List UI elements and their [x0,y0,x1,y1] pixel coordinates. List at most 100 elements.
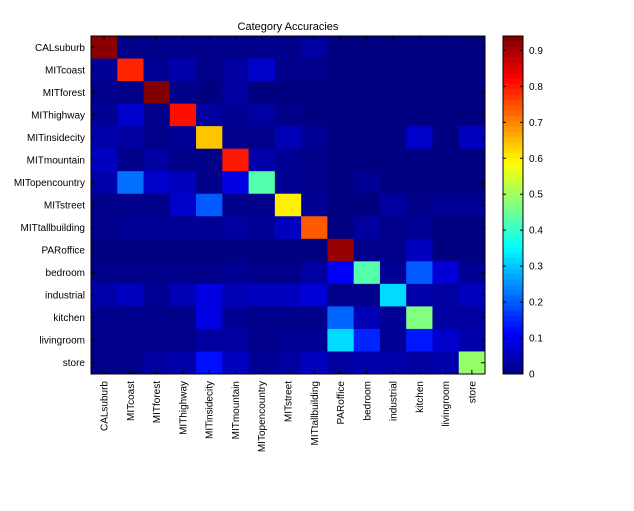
heatmap-cell [222,126,249,150]
colorbar-tick-label: 0.5 [529,190,543,201]
heatmap-cell [91,261,118,285]
heatmap-cell [327,171,355,195]
heatmap-cell [301,328,328,352]
heatmap-cell [327,283,355,307]
heatmap-cell [458,36,486,59]
heatmap-cell [248,283,276,307]
heatmap-cell [379,103,407,127]
heatmap-cell [222,306,249,330]
y-tick-label: MITtallbuilding [21,223,85,234]
heatmap-cell [353,148,381,172]
heatmap-cell [379,216,407,240]
heatmap-cell [327,216,355,240]
heatmap-cell [406,126,433,150]
heatmap-cell [406,81,433,104]
colorbar-swatch [503,78,523,85]
x-tick-label: MITforest [152,381,163,423]
heatmap-cell [406,238,433,262]
heatmap-cell [196,193,223,217]
heatmap-cell [117,283,144,307]
heatmap-cell [143,283,171,307]
heatmap-cell [196,81,223,104]
heatmap-cell [353,261,381,285]
heatmap-cell [196,306,223,330]
colorbar-swatch [503,120,523,127]
colorbar-swatch [503,252,523,259]
heatmap-cell [379,81,407,104]
colorbar-swatch [503,173,523,180]
colorbar-frame [502,35,524,375]
colorbar-swatch [503,305,523,312]
heatmap-cell [91,193,118,217]
heatmap-cell [379,171,407,195]
colorbar-tick-label: 0 [529,370,535,381]
heatmap-cell [143,148,171,172]
heatmap-cell [248,238,276,262]
y-tick-label: CALsuburb [35,43,85,54]
heatmap-cell [327,328,355,352]
colorbar-swatch [503,194,523,201]
colorbar-swatch [503,241,523,248]
heatmap-cell [117,171,144,195]
x-tick-label: MIThighway [178,381,189,435]
heatmap-cell [169,306,197,330]
heatmap-cell [91,216,118,240]
heatmap-cell [327,238,355,262]
colorbar-tick-label: 0.8 [529,82,543,93]
colorbar-swatch [503,342,523,349]
heatmap-cell [248,58,276,82]
colorbar-swatch [503,183,523,190]
colorbar-swatch [503,347,523,354]
heatmap-cell [248,36,276,59]
colorbar-swatch [503,131,523,137]
heatmap-cell [248,216,276,240]
colorbar-swatch [503,88,523,95]
heatmap-cell [406,328,433,352]
heatmap-cell [274,283,302,307]
y-tick-label: MITmountain [27,155,85,166]
colorbar-swatch [503,263,523,269]
colorbar-swatch [503,136,523,143]
heatmap-cell [353,81,381,104]
colorbar-swatch [503,210,523,217]
heatmap-cell [274,261,302,285]
heatmap-cell [91,103,118,127]
heatmap-cell [143,36,171,59]
heatmap-cell [406,148,433,172]
heatmap-cell [406,216,433,240]
x-tick-label: MITinsidecity [205,381,216,439]
heatmap-cell [222,216,249,240]
heatmap-cell [169,103,197,127]
heatmap-cell [327,58,355,82]
colorbar-swatch [503,72,523,79]
heatmap-cell [327,36,355,59]
heatmap-cell [91,126,118,150]
heatmap-cell [222,261,249,285]
heatmap-cell [169,126,197,150]
y-tick-label: store [63,358,86,369]
heatmap-cell [301,216,328,240]
heatmap-cell [248,103,276,127]
colorbar-swatch [503,36,523,42]
colorbar-tick-label: 0.1 [529,334,543,345]
heatmap-cell [248,193,276,217]
heatmap-cell [274,36,302,59]
heatmap-cell [196,126,223,150]
colorbar-swatch [503,310,523,317]
colorbar-swatch [503,146,523,153]
colorbar-swatch [503,220,523,227]
heatmap-cell [117,216,144,240]
heatmap-cell [169,193,197,217]
heatmap-cell [91,171,118,195]
heatmap-cell [301,261,328,285]
heatmap-cell [379,148,407,172]
heatmap-cell [196,171,223,195]
heatmap-cell [432,81,460,104]
colorbar-swatch [503,236,523,243]
colorbar-swatch [503,94,523,100]
x-tick-label: bedroom [362,381,373,420]
heatmap-cell [379,283,407,307]
colorbar-tick-label: 0.2 [529,298,543,309]
colorbar-swatch [503,205,523,211]
heatmap-cell [91,306,118,330]
